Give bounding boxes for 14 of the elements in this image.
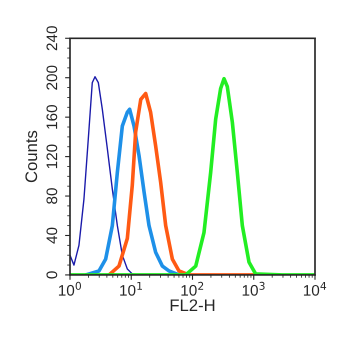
x-tick-label: 10$^{3}$ — [242, 282, 265, 296]
x-tick-label: 10$^{4}$ — [304, 282, 326, 296]
y-tick-label: 200 — [46, 66, 58, 90]
x-axis-title: FL2-H — [170, 299, 214, 311]
y-tick-label: 160 — [46, 105, 58, 129]
x-tick-label: 10$^{0}$ — [58, 282, 82, 296]
y-tick-label: 0 — [46, 271, 58, 279]
y-axis-title: Counts — [25, 130, 38, 182]
y-tick-label: 80 — [46, 188, 58, 204]
y-tick-label: 40 — [46, 228, 58, 244]
y-tick-label: 240 — [46, 26, 58, 50]
x-tick-label: 10$^{2}$ — [181, 282, 204, 296]
x-tick-label: 10$^{1}$ — [120, 282, 142, 296]
y-tick-label: 120 — [46, 144, 58, 168]
